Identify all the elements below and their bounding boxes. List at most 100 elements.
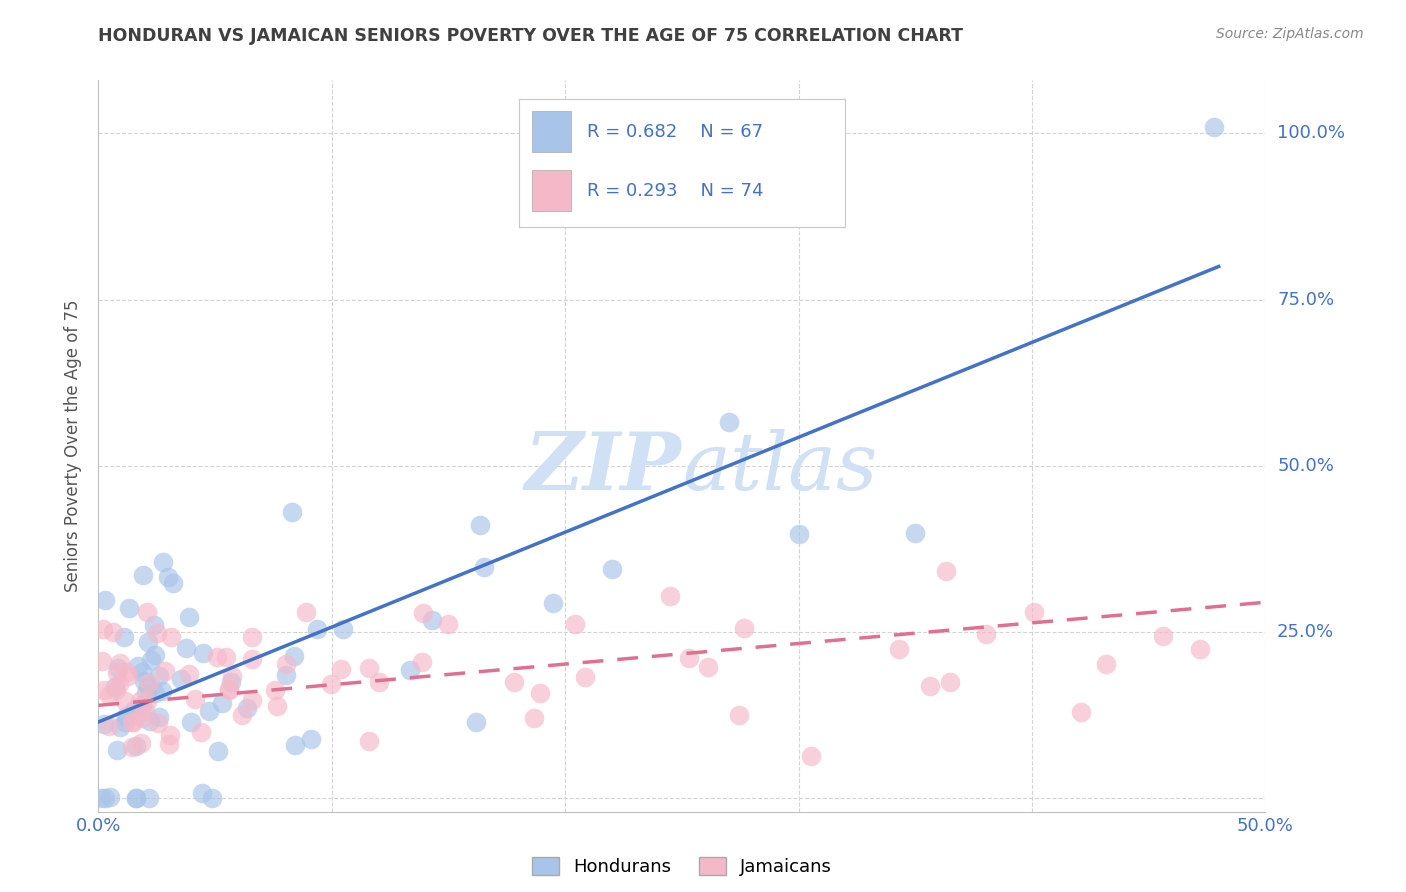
- Point: [205, 649, 228, 664]
- Point: [135, 686, 157, 700]
- Point: [143, 648, 166, 662]
- Point: [284, 738, 307, 752]
- Point: [1022, 605, 1045, 619]
- Point: [183, 692, 205, 706]
- Point: [1152, 629, 1174, 643]
- Point: [115, 665, 138, 679]
- Point: [211, 696, 233, 710]
- Point: [412, 607, 434, 621]
- Point: [974, 627, 997, 641]
- Point: [472, 560, 495, 574]
- Point: [659, 590, 682, 604]
- Point: [523, 711, 546, 725]
- Point: [887, 642, 910, 657]
- Point: [114, 715, 136, 730]
- Point: [266, 699, 288, 714]
- Point: [299, 732, 322, 747]
- Point: [465, 714, 488, 729]
- Point: [136, 605, 159, 619]
- Point: [939, 674, 962, 689]
- Point: [574, 670, 596, 684]
- Point: [274, 657, 297, 672]
- Point: [787, 526, 810, 541]
- Text: Source: ZipAtlas.com: Source: ZipAtlas.com: [1216, 27, 1364, 41]
- Point: [93, 791, 115, 805]
- Point: [437, 616, 460, 631]
- Point: [564, 616, 586, 631]
- Point: [468, 517, 491, 532]
- Point: [115, 709, 138, 723]
- Point: [141, 653, 163, 667]
- Text: atlas: atlas: [682, 429, 877, 507]
- Point: [148, 715, 170, 730]
- Point: [274, 668, 297, 682]
- Point: [420, 613, 443, 627]
- Point: [359, 734, 381, 748]
- Point: [104, 683, 127, 698]
- Point: [108, 720, 131, 734]
- Point: [132, 673, 155, 688]
- Point: [281, 505, 304, 519]
- Text: HONDURAN VS JAMAICAN SENIORS POVERTY OVER THE AGE OF 75 CORRELATION CHART: HONDURAN VS JAMAICAN SENIORS POVERTY OVE…: [98, 27, 963, 45]
- Point: [122, 703, 145, 717]
- Point: [717, 415, 740, 429]
- Point: [193, 646, 215, 660]
- Point: [112, 630, 135, 644]
- Point: [236, 701, 259, 715]
- Y-axis label: Seniors Poverty Over the Age of 75: Seniors Poverty Over the Age of 75: [65, 300, 83, 592]
- Point: [179, 667, 201, 681]
- Point: [218, 683, 240, 698]
- Point: [190, 725, 212, 739]
- Point: [935, 564, 957, 578]
- Point: [131, 665, 153, 680]
- Point: [799, 748, 821, 763]
- Point: [678, 651, 700, 665]
- Point: [104, 680, 127, 694]
- Point: [138, 791, 160, 805]
- Point: [357, 661, 380, 675]
- Point: [124, 791, 146, 805]
- Point: [143, 686, 166, 700]
- Point: [307, 622, 329, 636]
- Point: [728, 708, 751, 723]
- Point: [332, 623, 354, 637]
- Point: [733, 621, 755, 635]
- Point: [218, 682, 240, 697]
- Point: [263, 683, 285, 698]
- Point: [121, 740, 143, 755]
- Point: [98, 689, 121, 703]
- Point: [240, 651, 263, 665]
- Text: 75.0%: 75.0%: [1277, 291, 1334, 309]
- Point: [131, 711, 153, 725]
- Point: [93, 683, 115, 698]
- Point: [177, 610, 200, 624]
- Point: [156, 570, 179, 584]
- Point: [159, 631, 181, 645]
- Point: [136, 634, 159, 648]
- Point: [295, 605, 318, 619]
- Point: [108, 677, 131, 691]
- Point: [215, 649, 238, 664]
- Point: [121, 715, 143, 730]
- Point: [918, 679, 941, 693]
- Point: [162, 576, 184, 591]
- Point: [134, 704, 156, 718]
- Point: [91, 654, 114, 668]
- Point: [129, 736, 152, 750]
- Point: [904, 525, 927, 540]
- Point: [399, 663, 422, 677]
- Point: [321, 677, 343, 691]
- Text: 100.0%: 100.0%: [1277, 125, 1346, 143]
- Point: [1188, 641, 1211, 656]
- Point: [148, 710, 170, 724]
- Point: [207, 744, 229, 758]
- Point: [174, 641, 197, 656]
- Point: [221, 669, 243, 683]
- Legend: Hondurans, Jamaicans: Hondurans, Jamaicans: [524, 849, 839, 883]
- Point: [502, 674, 524, 689]
- Point: [198, 704, 221, 718]
- Point: [127, 658, 149, 673]
- Point: [1202, 120, 1225, 134]
- Point: [541, 596, 564, 610]
- Point: [136, 680, 159, 694]
